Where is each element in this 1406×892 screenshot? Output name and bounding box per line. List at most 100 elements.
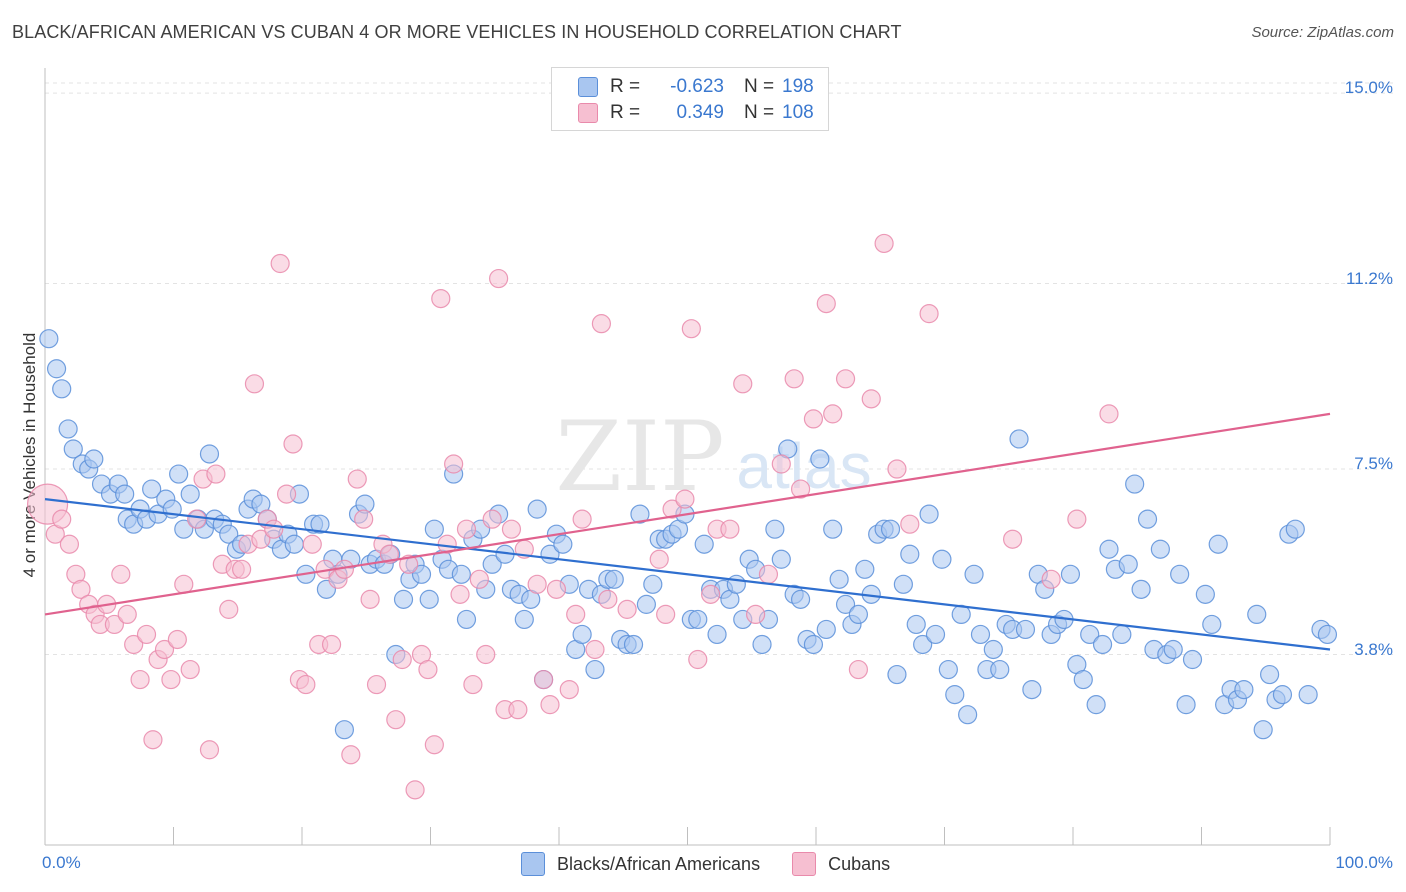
- cubans-point: [501, 519, 522, 539]
- blacks-point: [451, 564, 471, 584]
- cubans-point: [143, 730, 163, 750]
- data-points: [26, 233, 1338, 800]
- y-tick-label: 11.2%: [1346, 268, 1393, 288]
- cubans-point: [161, 669, 181, 690]
- blacks-point: [643, 574, 663, 594]
- cubans-point: [771, 454, 791, 474]
- cubans-point: [341, 745, 361, 765]
- blacks-point: [334, 720, 355, 740]
- blacks-point: [1099, 539, 1119, 559]
- cubans-point: [733, 374, 753, 394]
- blacks-point: [1298, 685, 1318, 705]
- cubans-point: [546, 579, 567, 599]
- y-tick-label: 7.5%: [1354, 454, 1393, 474]
- blacks-point: [58, 419, 78, 439]
- blacks-point: [823, 519, 843, 539]
- cubans-point: [431, 288, 451, 309]
- blacks-point: [765, 519, 785, 539]
- blacks-point: [938, 659, 958, 680]
- blacks-trend-line: [44, 498, 1331, 651]
- blacks-point: [983, 639, 1003, 660]
- cubans-point: [688, 649, 708, 670]
- cubans-point: [187, 509, 207, 529]
- cubans-point: [758, 564, 779, 584]
- blacks-point: [1272, 685, 1293, 705]
- cubans-point: [1041, 569, 1061, 589]
- cubans-point: [540, 695, 560, 715]
- cubans-point: [117, 604, 137, 625]
- n-label: N =: [744, 102, 775, 123]
- blacks-point: [84, 449, 104, 469]
- blacks-point: [900, 544, 920, 564]
- cubans-point: [784, 369, 804, 389]
- blacks-point: [1247, 604, 1267, 625]
- cubans-point: [598, 589, 618, 609]
- blacks-point: [419, 589, 439, 609]
- blacks-point: [1009, 429, 1029, 449]
- blacks-point: [310, 514, 330, 534]
- blacks-point: [1086, 695, 1106, 715]
- blacks-point: [39, 329, 59, 349]
- blacks-point: [46, 359, 67, 379]
- cubans-point: [572, 509, 592, 529]
- blacks-point: [1125, 474, 1145, 494]
- blacks-point: [893, 574, 913, 594]
- cubans-point: [276, 484, 297, 504]
- blacks-point: [180, 484, 200, 504]
- blacks-point: [848, 604, 869, 625]
- cubans-point: [52, 509, 72, 529]
- cubans-point: [360, 589, 380, 609]
- blacks-point: [1137, 509, 1158, 529]
- blacks-point: [835, 594, 856, 614]
- cubans-point: [124, 634, 144, 655]
- blacks-point: [115, 484, 135, 504]
- cubans-point: [456, 519, 477, 539]
- blacks-point: [63, 439, 83, 459]
- y-tick-label: 15.0%: [1344, 78, 1393, 98]
- cubans-point: [206, 464, 226, 484]
- legend-item-blacks[interactable]: Blacks/African Americans: [521, 852, 760, 876]
- cubans-point: [354, 509, 374, 529]
- blacks-point: [790, 589, 811, 609]
- blacks-point: [482, 554, 502, 574]
- blacks-point: [623, 634, 644, 655]
- blacks-point: [219, 524, 239, 544]
- blacks-point: [1060, 564, 1081, 584]
- blacks-point: [1285, 519, 1305, 539]
- correlation-legend: R = -0.623 N = 198 R = 0.349 N = 108: [551, 67, 829, 131]
- blacks-point: [958, 705, 978, 725]
- cubans-point: [591, 314, 612, 334]
- r-value-blue: -0.623: [670, 76, 724, 97]
- x-tick-max: 100.0%: [1335, 853, 1393, 872]
- cubans-point: [321, 634, 342, 655]
- cubans-point: [656, 604, 676, 625]
- cubans-point: [366, 674, 387, 695]
- cubans-point: [154, 639, 175, 660]
- legend-label-blacks: Blacks/African Americans: [557, 853, 761, 874]
- n-label: N =: [744, 76, 775, 97]
- blacks-point: [964, 564, 984, 584]
- cubans-point: [681, 319, 701, 339]
- blacks-point: [411, 564, 432, 584]
- blacks-point: [169, 464, 189, 484]
- blacks-point: [585, 659, 605, 680]
- cubans-point: [450, 584, 470, 604]
- cubans-point: [1099, 404, 1119, 424]
- n-value-pink: 108: [782, 102, 814, 123]
- cubans-point: [900, 514, 920, 534]
- cubans-point: [199, 740, 220, 760]
- cubans-point: [559, 679, 579, 700]
- cubans-point: [469, 569, 489, 589]
- cubans-point: [71, 579, 91, 599]
- blacks-point: [816, 619, 836, 640]
- r-label: R =: [610, 102, 641, 123]
- blacks-point: [1015, 619, 1036, 640]
- legend-item-cubans[interactable]: Cubans: [792, 852, 890, 876]
- cubans-point: [180, 659, 200, 680]
- cubans-point: [533, 669, 554, 690]
- blacks-point: [527, 499, 547, 519]
- blacks-point: [636, 594, 656, 614]
- series-legend: Blacks/African Americans Cubans: [521, 852, 922, 876]
- chart-title: BLACK/AFRICAN AMERICAN VS CUBAN 4 OR MOR…: [12, 22, 902, 42]
